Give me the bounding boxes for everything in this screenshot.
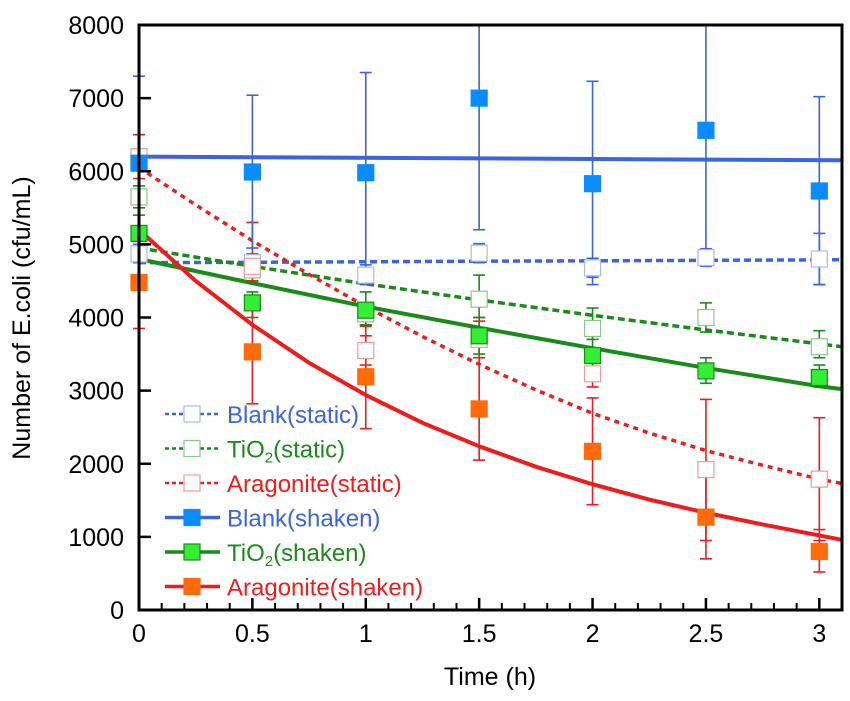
y-tick-label: 1000: [68, 524, 124, 552]
x-tick-label: 1.5: [462, 620, 497, 648]
fit-lines: [137, 154, 843, 542]
y-tick-label: 6000: [68, 158, 124, 186]
point-tio2-shaken: [243, 294, 261, 312]
point-blank-static: [697, 248, 715, 267]
point-tio2-shaken: [357, 301, 375, 319]
y-tick-label: 5000: [68, 231, 124, 259]
y-tick-label: 7000: [68, 85, 124, 113]
point-aragonite-shaken: [810, 542, 828, 561]
legend-label-aragonite-shaken: Aragonite(shaken): [227, 575, 423, 602]
x-tick-label: 0: [132, 620, 146, 648]
legend-marker: [183, 405, 201, 423]
legend-label-blank-static: Blank(static): [227, 402, 359, 429]
point-tio2-shaken: [583, 346, 602, 365]
point-aragonite-static: [583, 365, 602, 383]
point-blank-static: [357, 266, 375, 284]
point-blank-shaken: [810, 182, 828, 200]
y-axis-ticks: 0 1000 2000 3000 4000 5000 6000 7000 8000: [68, 12, 151, 625]
fit-line-blank-static: [138, 257, 843, 265]
x-tick-label: 2.5: [689, 620, 724, 648]
legend-label-tio2-shaken: TiO2(shaken): [227, 540, 367, 570]
point-blank-static: [810, 250, 828, 268]
legend-marker: [183, 474, 201, 492]
point-aragonite-shaken: [583, 442, 602, 460]
point-blank-shaken: [697, 121, 715, 139]
point-blank-shaken: [243, 163, 261, 181]
y-tick-label: 4000: [68, 305, 124, 333]
point-tio2-static: [697, 308, 715, 327]
point-aragonite-shaken: [243, 343, 261, 361]
point-tio2-shaken: [810, 368, 828, 387]
legend: Blank(static) TiO2(static) Aragonite(stati…: [165, 402, 423, 602]
legend-marker: [183, 439, 201, 458]
x-tick-label: 2: [586, 620, 600, 648]
x-tick-label: 3: [812, 620, 826, 648]
legend-marker: [183, 577, 201, 596]
fit-line-aragonite-shaken: [137, 228, 843, 542]
point-blank-static: [470, 244, 488, 262]
y-tick-label: 2000: [68, 451, 124, 479]
y-tick-label: 8000: [68, 12, 124, 40]
point-tio2-shaken: [697, 362, 715, 380]
legend-marker: [183, 508, 201, 527]
point-aragonite-static: [357, 341, 375, 360]
legend-label-blank-shaken: Blank(shaken): [227, 506, 380, 533]
fit-line-tio2-shaken: [138, 257, 843, 392]
point-aragonite-static: [243, 257, 261, 275]
y-tick-label: 3000: [68, 378, 124, 406]
data-markers: [130, 89, 828, 561]
point-aragonite-static: [810, 470, 828, 488]
legend-label-aragonite-static: Aragonite(static): [227, 471, 402, 498]
legend-label-tio2-static: TiO2(static): [227, 437, 345, 467]
point-blank-shaken: [357, 164, 375, 182]
point-tio2-shaken: [470, 327, 488, 345]
x-axis-ticks: 0 0.5 1 1.5 2 2.5 3: [132, 598, 826, 648]
x-tick-label: 0.5: [235, 620, 270, 648]
legend-marker: [183, 543, 201, 561]
point-blank-shaken: [583, 175, 602, 193]
y-tick-label: 0: [110, 597, 124, 625]
point-tio2-static: [470, 290, 488, 308]
point-aragonite-shaken: [697, 508, 715, 526]
point-blank-static: [583, 259, 602, 277]
point-aragonite-shaken: [357, 368, 375, 386]
x-axis-title: Time (h): [444, 663, 536, 691]
point-tio2-static: [810, 338, 828, 356]
fit-line-blank-shaken: [138, 154, 843, 163]
x-tick-label: 1: [359, 620, 373, 648]
fit-line-aragonite-static: [138, 166, 843, 486]
fit-line-tio2-static: [138, 246, 843, 349]
point-tio2-static: [583, 319, 602, 338]
point-aragonite-static: [697, 461, 715, 479]
point-blank-shaken: [470, 89, 488, 107]
point-aragonite-shaken: [470, 400, 488, 418]
y-axis-title: Number of E.coli (cfu/mL): [8, 176, 36, 459]
